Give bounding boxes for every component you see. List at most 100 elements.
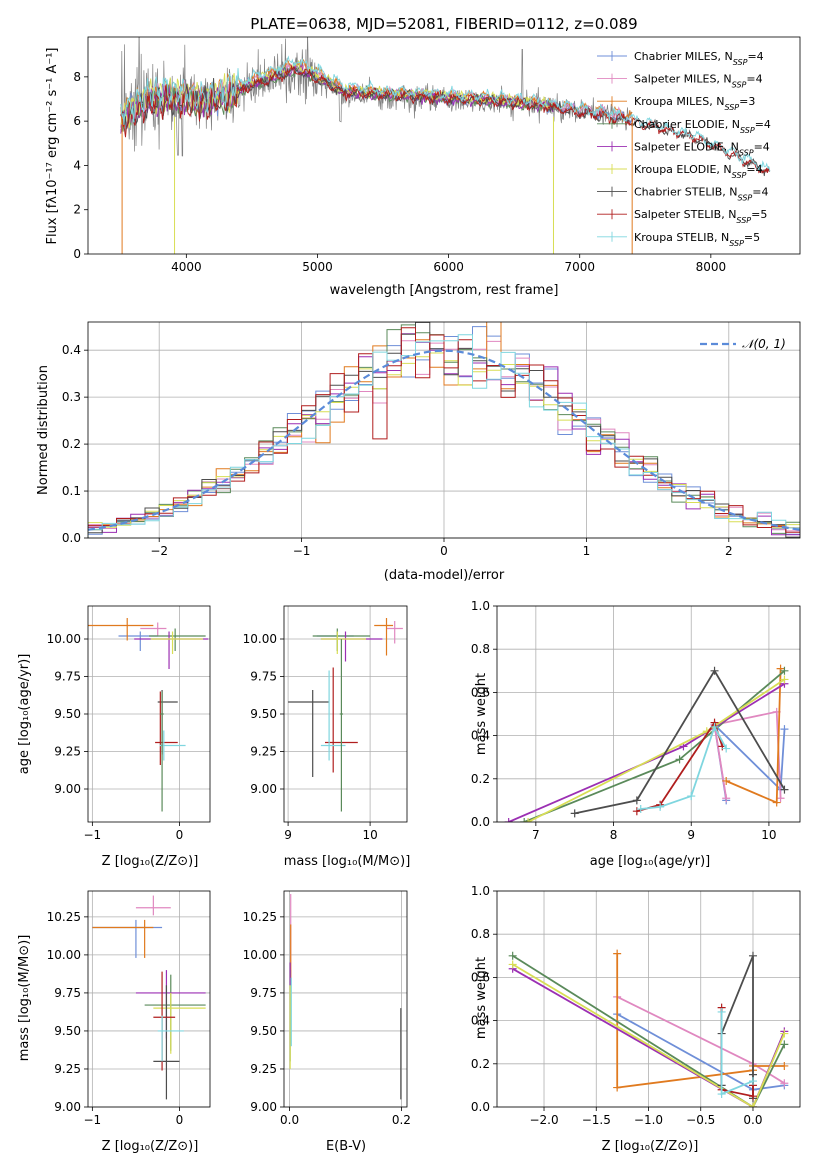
histogram-legend: 𝒩(0, 1) — [700, 337, 786, 351]
y-tick-label: 0.4 — [471, 729, 490, 743]
y-tick-label: 2 — [73, 203, 81, 217]
y-tick-label: 0.8 — [471, 642, 490, 656]
model-spectrum-line — [120, 64, 771, 174]
histogram-xlabel: (data-model)/error — [384, 568, 505, 583]
y-tick-label: 9.00 — [250, 1100, 277, 1114]
y-tick-label: 0.0 — [471, 815, 490, 829]
y-tick-label: 9.00 — [250, 782, 277, 796]
y-tick-label: 9.25 — [54, 1062, 81, 1076]
legend-entry: Chabrier MILES, NSSP=4 — [634, 50, 764, 67]
weight-point — [524, 818, 533, 822]
weight-point — [508, 951, 517, 960]
y-tick-label: 9.25 — [250, 745, 277, 759]
y-tick-label: 9.75 — [250, 986, 277, 1000]
axes-frame — [496, 890, 801, 1108]
plot-area — [120, 37, 771, 254]
legend-entry: 𝒩(0, 1) — [742, 337, 786, 351]
weight-point — [748, 1077, 757, 1086]
y-tick-label: 0.1 — [62, 484, 81, 498]
weight-point — [776, 794, 785, 803]
x-tick-label: 9 — [284, 828, 292, 842]
weight-point — [675, 755, 684, 764]
axes-frame — [87, 321, 801, 539]
x-tick-label: 6000 — [433, 260, 464, 274]
y-tick-label: 10.00 — [47, 632, 81, 646]
age-weight-panel: age [log₁₀(age/yr)] mass weight 7 8 9 10 0.0… — [471, 599, 801, 869]
y-tick-label: 10.00 — [47, 948, 81, 962]
weight-point — [772, 798, 781, 807]
model-spectrum-line — [120, 55, 771, 172]
y-tick-label: 10.25 — [243, 910, 277, 924]
y-tick-label: 0.4 — [471, 1014, 490, 1028]
weight-point — [656, 802, 665, 811]
x-tick-label: −0.5 — [686, 1113, 715, 1127]
plot-area — [92, 895, 206, 1100]
y-tick-label: 1.0 — [471, 599, 490, 613]
y-tick-label: 10.00 — [243, 948, 277, 962]
weight-point — [748, 1092, 757, 1101]
axes-frame — [87, 605, 211, 823]
axes-frame — [283, 605, 408, 823]
z-mass-ylabel: mass [log₁₀(M/M⊙)] — [17, 935, 32, 1062]
legend-entry: Kroupa MILES, NSSP=3 — [634, 95, 755, 112]
y-tick-label: 9.25 — [250, 1062, 277, 1076]
x-tick-label: 4000 — [171, 260, 202, 274]
x-tick-label: −1 — [84, 1113, 102, 1127]
normal-reference-curve — [88, 349, 800, 531]
age-weight-ylabel: mass weight — [474, 673, 489, 755]
y-tick-label: 0.0 — [62, 531, 81, 545]
y-tick-label: 10.00 — [243, 632, 277, 646]
x-tick-label: 0.2 — [392, 1113, 411, 1127]
z-age-panel: Z [log₁₀(Z/Z⊙)] age [log₁₀(age/yr)] −1 0 9… — [17, 605, 211, 869]
weight-point — [632, 796, 641, 805]
plot-area — [288, 618, 403, 812]
residual-histogram-panel: (data-model)/error Normed distribution −… — [36, 321, 801, 583]
x-tick-label: 10 — [362, 828, 377, 842]
weight-point — [710, 666, 719, 675]
axes-frame — [283, 890, 408, 1108]
y-tick-label: 0 — [73, 247, 81, 261]
z-mass-panel: Z [log₁₀(Z/Z⊙)] mass [log₁₀(M/M⊙)] −1 0 9.… — [17, 890, 211, 1154]
histogram-ylabel: Normed distribution — [36, 365, 51, 495]
y-tick-label: 9.50 — [250, 1024, 277, 1038]
x-tick-label: 0.0 — [280, 1113, 299, 1127]
weight-point — [710, 722, 719, 731]
spectrum-ylabel: Flux [fλ10⁻¹⁷ erg cm⁻² s⁻¹ A⁻¹] — [45, 48, 60, 245]
ebv-mass-panel: E(B-V) 0.0 0.2 9.00 9.25 9.50 9.75 10.00 10.25 — [243, 890, 411, 1154]
x-tick-label: 0 — [440, 544, 448, 558]
weight-point — [780, 785, 789, 794]
weight-line — [713, 710, 782, 799]
weight-line — [527, 678, 785, 822]
histogram-step — [88, 334, 800, 538]
z-weight-ylabel: mass weight — [474, 957, 489, 1039]
weight-point — [780, 675, 789, 684]
weight-point — [636, 805, 645, 814]
y-tick-label: 0.6 — [471, 970, 490, 984]
spectrum-panel: PLATE=0638, MJD=52081, FIBERID=0112, z=0… — [45, 15, 801, 298]
axes-frame — [87, 890, 211, 1108]
mass-age-panel: mass [log₁₀(M/M⊙)] 9 10 9.00 9.25 9.50 9.75 10… — [243, 605, 410, 869]
weight-point — [717, 1007, 726, 1016]
axes-frame — [87, 36, 801, 255]
z-weight-xlabel: Z [log₁₀(Z/Z⊙)] — [602, 1139, 699, 1154]
plot-area — [289, 894, 402, 1100]
weight-point — [613, 1083, 622, 1092]
y-tick-label: 1.0 — [471, 884, 490, 898]
weight-point — [722, 776, 731, 785]
y-tick-label: 4 — [73, 158, 81, 172]
y-tick-label: 10.25 — [47, 910, 81, 924]
plot-area — [508, 949, 789, 1107]
y-tick-label: 9.75 — [54, 986, 81, 1000]
z-mass-xlabel: Z [log₁₀(Z/Z⊙)] — [102, 1139, 199, 1154]
z-age-ylabel: age [log₁₀(age/yr)] — [17, 654, 32, 775]
spectrum-xlabel: wavelength [Angstrom, rest frame] — [330, 283, 559, 298]
weight-point — [717, 1090, 726, 1099]
x-tick-label: −1 — [84, 828, 102, 842]
y-tick-label: 6 — [73, 114, 81, 128]
weight-point — [780, 1040, 789, 1049]
x-tick-label: 10 — [761, 828, 776, 842]
y-tick-label: 0.4 — [62, 343, 81, 357]
weight-point — [520, 818, 529, 822]
x-tick-label: 7 — [532, 828, 540, 842]
